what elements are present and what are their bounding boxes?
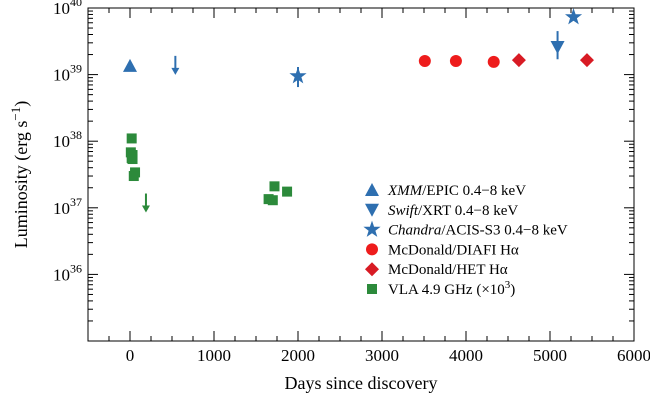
- legend-marker-swift: [365, 203, 379, 217]
- legend-label-het: McDonald/HET Hα: [388, 262, 508, 278]
- x-axis-label: Days since discovery: [285, 373, 438, 393]
- het-point: [511, 53, 526, 68]
- legend-label-diafi: McDonald/DIAFI Hα: [388, 242, 519, 258]
- legend-marker-vla: [367, 284, 377, 294]
- plot-frame: [87, 7, 635, 342]
- x-tick-label: 2000: [281, 346, 315, 365]
- y-tick-label: 1036: [53, 261, 82, 284]
- legend-marker-diafi: [366, 243, 378, 256]
- diafi-point: [418, 55, 431, 68]
- xmm-point: [123, 58, 137, 72]
- y-tick-label: 1038: [53, 128, 82, 151]
- vla-upper-limit: [141, 193, 150, 213]
- x-tick-label: 0: [126, 346, 135, 365]
- diafi-point: [487, 55, 500, 68]
- y-tick-label: 1039: [53, 62, 82, 85]
- diafi-point: [449, 55, 462, 68]
- chandra-point: [289, 67, 307, 84]
- legend-label-swift: Swift/XRT 0.4−8 keV: [388, 203, 518, 219]
- vla-upper-limit-head: [141, 205, 150, 213]
- swift-upper-limit: [171, 55, 180, 75]
- vla-point: [267, 195, 278, 206]
- y-axis-label: Luminosity (erg s−1): [8, 101, 32, 249]
- vla-point: [128, 171, 139, 182]
- y-tick-label: 1037: [53, 195, 82, 218]
- vla-point: [282, 186, 293, 197]
- swift-upper-limit-head: [171, 67, 180, 75]
- legend-label-xmm: XMM/EPIC 0.4−8 keV: [387, 183, 526, 199]
- vla-point: [126, 133, 137, 144]
- y-tick-label: 1040: [53, 0, 82, 18]
- legend-marker-het: [365, 262, 379, 277]
- legend-marker-chandra: [363, 220, 381, 237]
- x-tick-label: 6000: [617, 346, 650, 365]
- vla-point: [269, 181, 280, 192]
- vla-point: [127, 154, 138, 165]
- het-point: [579, 53, 594, 68]
- legend-label-chandra: Chandra/ACIS-S3 0.4−8 keV: [388, 223, 568, 239]
- x-tick-label: 3000: [365, 346, 399, 365]
- chandra-point: [565, 8, 583, 25]
- x-tick-label: 5000: [533, 346, 567, 365]
- legend-marker-xmm: [365, 183, 379, 196]
- x-tick-label: 1000: [197, 346, 231, 365]
- legend-label-vla: VLA 4.9 GHz (×103): [388, 279, 515, 298]
- x-tick-label: 4000: [449, 346, 483, 365]
